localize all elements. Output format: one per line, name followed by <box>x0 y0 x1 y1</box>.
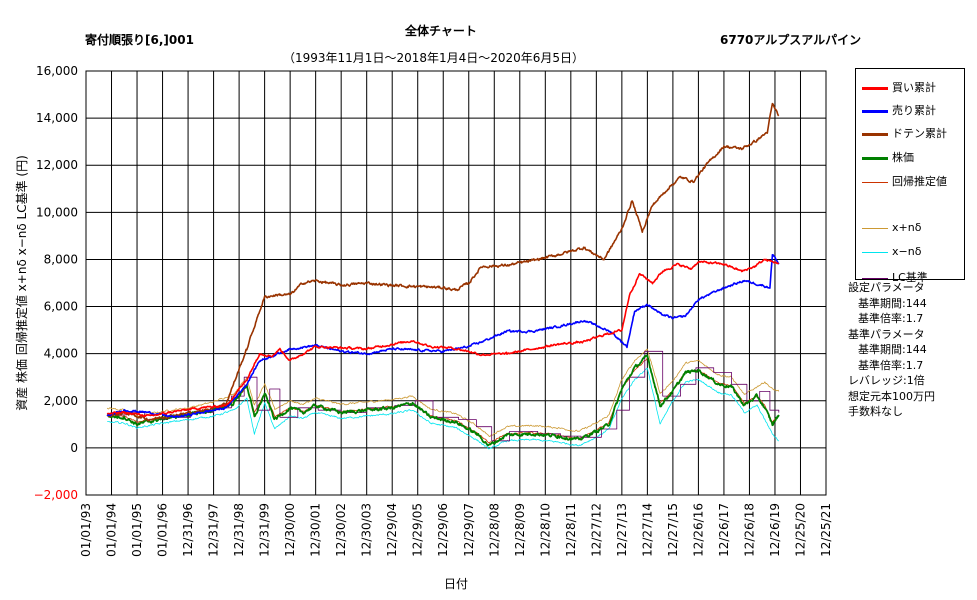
x-tick-label: 12/29/06 <box>436 503 450 557</box>
y-tick-label: 0 <box>70 441 78 455</box>
series-line-6 <box>107 367 779 450</box>
series-line-1 <box>106 254 780 418</box>
legend-label: x−nδ <box>892 245 922 258</box>
series-line-5 <box>106 348 780 437</box>
legend-item: ドテン累計 <box>862 125 947 141</box>
legend-swatch <box>862 181 888 183</box>
x-tick-label: 12/26/16 <box>691 503 705 557</box>
x-tick-label: 12/30/02 <box>334 503 348 557</box>
x-tick-label: 12/26/19 <box>768 503 782 557</box>
x-tick-label: 12/30/03 <box>360 503 374 557</box>
legend-item: x−nδ <box>862 245 921 258</box>
legend-swatch <box>862 277 888 279</box>
y-tick-label: −2,000 <box>34 488 78 502</box>
legend-label: 売り累計 <box>892 104 936 117</box>
x-tick-label: 12/28/11 <box>564 503 578 557</box>
x-tick-label: 12/28/10 <box>538 503 552 557</box>
x-tick-label: 12/27/14 <box>640 503 654 557</box>
legend: 買い累計売り累計ドテン累計株価回帰推定値 x+nδ x−nδ LC基準 <box>855 68 965 284</box>
legend-label: ドテン累計 <box>892 127 947 140</box>
param-line: レバレッジ:1倍 <box>848 374 925 387</box>
legend-label: LC基準 <box>892 271 928 284</box>
y-tick-label: 6,000 <box>44 300 78 314</box>
x-tick-label: 12/28/08 <box>487 503 501 557</box>
legend-label: 回帰推定値 <box>892 175 947 188</box>
x-tick-label: 12/27/12 <box>589 503 603 557</box>
x-tick-label: 12/25/20 <box>793 503 807 557</box>
x-tick-label: 12/29/07 <box>462 503 476 557</box>
legend-swatch <box>862 132 888 136</box>
y-tick-label: 10,000 <box>36 205 78 219</box>
plot-area <box>85 70 827 496</box>
legend-label: 買い累計 <box>892 81 936 94</box>
param-line: 設定パラメータ <box>848 281 925 294</box>
x-tick-label: 01/01/95 <box>130 503 144 557</box>
x-tick-label: 12/27/15 <box>666 503 680 557</box>
chart-title: 全体チャート <box>405 24 477 38</box>
x-tick-label: 12/25/21 <box>819 503 833 557</box>
x-tick-label: 12/31/99 <box>258 503 272 557</box>
legend-label: x+nδ <box>892 221 922 234</box>
y-tick-label: 16,000 <box>36 64 78 78</box>
x-tick-label: 12/28/09 <box>513 503 527 557</box>
chart-left-title: 寄付順張り[6,]001 <box>85 33 194 47</box>
x-tick-label: 12/31/97 <box>207 503 221 557</box>
param-line: 基準倍率:1.7 <box>858 312 924 325</box>
param-line: 基準期間:144 <box>858 343 927 356</box>
legend-label: 株価 <box>892 151 914 164</box>
legend-item: LC基準 <box>862 269 928 285</box>
legend-swatch <box>862 109 888 113</box>
param-line: 手数料なし <box>848 405 903 418</box>
legend-swatch <box>862 251 888 253</box>
x-tick-label: 12/31/96 <box>181 503 195 557</box>
param-line: 想定元本100万円 <box>848 389 935 403</box>
x-tick-label: 12/26/18 <box>742 503 756 557</box>
x-tick-label: 01/01/96 <box>156 503 170 557</box>
x-tick-label: 01/01/93 <box>79 503 93 557</box>
x-tick-label: 12/27/13 <box>615 503 629 557</box>
legend-item: x+nδ <box>862 221 921 234</box>
param-line: 基準倍率:1.7 <box>858 358 924 372</box>
x-tick-label: 12/31/98 <box>232 503 246 557</box>
x-tick-label: 12/30/01 <box>309 503 323 557</box>
series-line-7 <box>107 350 780 442</box>
series-line-0 <box>106 258 780 418</box>
legend-item: 買い累計 <box>862 79 936 95</box>
x-tick-label: 12/29/05 <box>411 503 425 557</box>
legend-item: 回帰推定値 <box>862 173 947 189</box>
x-tick-label: 12/29/04 <box>385 503 399 557</box>
parameter-panel: 設定パラメータ 基準期間:144 基準倍率:1.7 基準パラメータ 基準期間:1… <box>848 280 935 420</box>
param-line: 基準パラメータ <box>848 327 925 341</box>
chart-subtitle: （1993年11月1日～2018年1月4日～2020年6月5日） <box>283 51 585 65</box>
param-line: 基準期間:144 <box>858 296 927 310</box>
legend-swatch <box>862 86 888 90</box>
x-tick-label: 12/26/17 <box>717 503 731 557</box>
y-axis-label: 資産 株価 回帰推定値 x+nδ x−nδ LC基準 (円) <box>14 155 29 411</box>
y-tick-label: 8,000 <box>44 252 78 266</box>
y-tick-label: 4,000 <box>44 347 78 361</box>
y-tick-label: 2,000 <box>44 394 78 408</box>
legend-swatch <box>862 227 888 229</box>
legend-swatch <box>862 156 888 160</box>
x-axis-label: 日付 <box>444 577 468 591</box>
y-tick-label: 14,000 <box>36 111 78 125</box>
y-tick-label: 12,000 <box>36 158 78 172</box>
chart-right-title: 6770アルプスアルパイン <box>720 33 862 47</box>
x-tick-label: 01/01/94 <box>105 503 119 557</box>
legend-item: 売り累計 <box>862 102 936 118</box>
x-tick-label: 12/30/00 <box>283 503 297 557</box>
legend-item: 株価 <box>862 149 914 165</box>
